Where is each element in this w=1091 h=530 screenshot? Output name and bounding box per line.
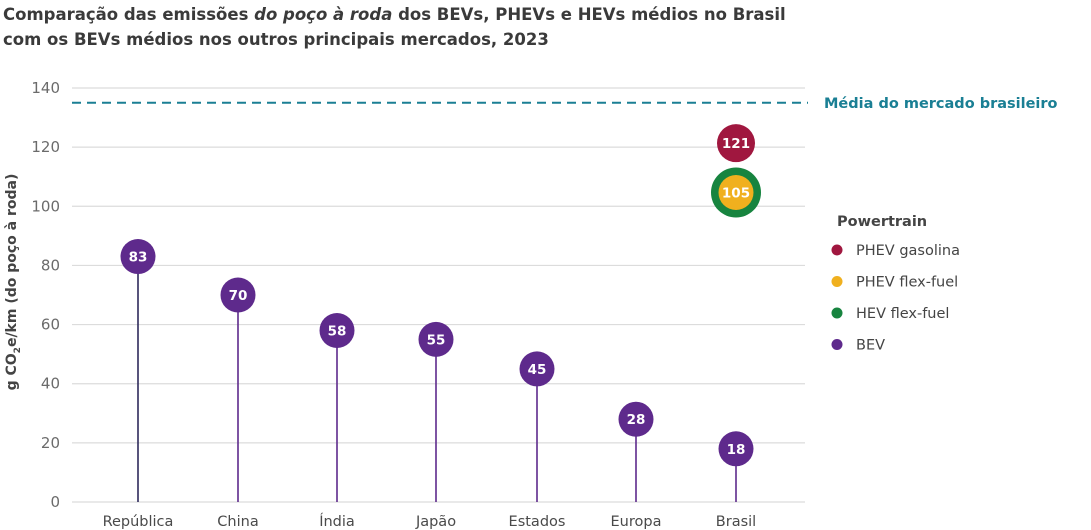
x-category-label: Índia	[319, 513, 355, 530]
bev-point-label: 28	[627, 412, 646, 428]
legend-title: Powertrain	[837, 214, 927, 230]
bev-point	[319, 312, 355, 348]
chart-title-line2: com os BEVs médios nos outros principais…	[3, 30, 549, 49]
bev-point	[618, 401, 654, 437]
phev-flex-fuel-point	[718, 175, 754, 210]
legend-item-label: BEV	[856, 338, 885, 354]
x-category-label: Japão	[415, 514, 456, 530]
phev-gasolina-label: 121	[722, 136, 750, 152]
bev-point-label: 55	[427, 332, 446, 348]
y-tick-label: 140	[31, 79, 60, 97]
bev-point	[220, 277, 256, 313]
y-tick-label: 120	[31, 138, 60, 156]
bev-point	[519, 351, 555, 387]
bev-point-label: 45	[528, 362, 547, 378]
legend-item-label: PHEV gasolina	[856, 243, 960, 259]
bev-point	[120, 239, 156, 275]
legend-swatch	[831, 307, 843, 319]
bev-point	[418, 321, 454, 357]
x-category-label: Europa	[611, 514, 662, 530]
bev-point	[718, 431, 754, 467]
legend-swatch	[831, 339, 843, 350]
y-axis-ticks: 0 20 40 60 80 100 120 140	[31, 79, 60, 511]
x-axis-categories: República China Índia Japão Estados Europa Bra…	[103, 513, 757, 530]
lollipop-points: 83 70 58 55 45 28 18 105 121	[120, 124, 761, 467]
legend-item-label: HEV flex-fuel	[856, 306, 949, 322]
x-category-label: Estados	[509, 514, 566, 530]
y-tick-label: 80	[41, 256, 60, 274]
chart-title-part2: dos BEVs, PHEVs e HEVs médios no Brasil	[392, 5, 786, 24]
y-axis-label-sub: 2	[13, 347, 23, 353]
bev-point-label: 18	[727, 442, 746, 458]
phev-gasolina-point	[717, 124, 755, 163]
x-category-label: China	[217, 514, 258, 530]
y-tick-label: 0	[50, 493, 60, 511]
chart-title-part1: Comparação das emissões	[3, 5, 255, 24]
bev-point-label: 70	[229, 288, 248, 304]
bev-point-label: 58	[328, 323, 347, 339]
x-category-label: República	[103, 514, 174, 530]
y-tick-label: 100	[31, 197, 60, 215]
legend: Powertrain PHEV gasolina PHEV flex-fuel HEV…	[831, 214, 960, 354]
legend-swatch	[831, 244, 843, 256]
y-axis-label-b: e/km (do poço à roda)	[4, 174, 20, 347]
reference-line-label: Média do mercado brasileiro	[824, 96, 1058, 112]
legend-swatch	[831, 276, 843, 287]
chart-title-italic: do poço à roda	[254, 5, 393, 24]
chart-title: Comparação das emissões do poço à roda d…	[3, 2, 1083, 52]
legend-item-label: PHEV flex-fuel	[856, 275, 958, 291]
y-tick-label: 20	[41, 434, 60, 452]
bev-point-label: 83	[129, 250, 148, 266]
y-tick-label: 40	[41, 375, 60, 393]
reference-line-group: Média do mercado brasileiro	[72, 96, 1058, 112]
y-axis-label-a: g CO	[4, 353, 20, 390]
phev-flex-fuel-label: 105	[722, 186, 750, 202]
y-axis-label: g CO2e/km (do poço à roda)	[4, 174, 23, 391]
x-category-label: Brasil	[716, 514, 756, 530]
y-tick-label: 60	[41, 316, 60, 334]
gridlines	[72, 87, 805, 503]
